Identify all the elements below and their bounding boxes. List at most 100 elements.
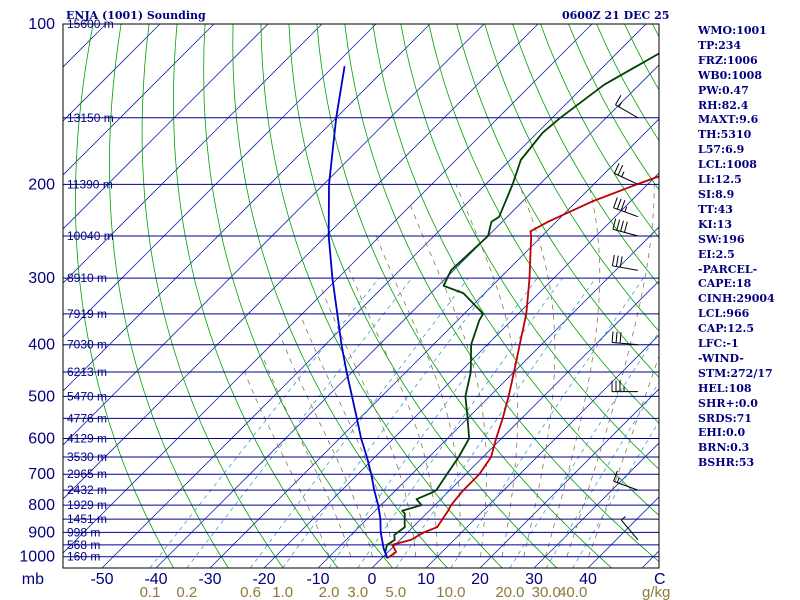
index-label: WMO (698, 24, 733, 37)
temperature-tick-label: 20 (471, 571, 489, 588)
pressure-tick-label: 200 (28, 176, 55, 193)
mixing-ratio-label: 30.0 (532, 584, 561, 600)
moist-adiabat (455, 184, 519, 557)
isotherm (425, 334, 659, 568)
isotherm (371, 280, 659, 568)
index-row: LCL:1008 (698, 158, 757, 172)
index-row: HEL:108 (698, 381, 752, 395)
pressure-tick-label: 800 (28, 497, 55, 514)
isotherm (479, 388, 659, 568)
index-value: 29004 (736, 292, 775, 306)
index-value: 272/17 (730, 366, 773, 380)
index-row: SW:196 (698, 232, 745, 246)
index-value: 43 (717, 202, 733, 216)
mixing-ratio-line (509, 331, 659, 568)
wind-barb (613, 197, 639, 218)
mixing-ratio-label: 0.1 (140, 584, 161, 600)
height-label: 7030 m (67, 338, 107, 352)
index-value: 12.5 (714, 173, 742, 187)
temperature-tick-label: -40 (144, 571, 167, 588)
pressure-tick-label: 300 (28, 270, 55, 287)
index-value: 1006 (727, 53, 758, 67)
pressure-tick-label: 600 (28, 431, 55, 448)
index-label: CINH (698, 292, 733, 306)
index-value: 53 (738, 456, 755, 470)
index-label: CAPE (698, 277, 732, 291)
height-label: 7919 m (67, 307, 107, 321)
dry-adiabat (484, 24, 659, 332)
index-label: -PARCEL- (698, 262, 758, 276)
dry-adiabat (172, 24, 339, 568)
index-value: 966 (726, 307, 750, 321)
index-row: L57:6.9 (698, 143, 745, 157)
index-row: TH:5310 (698, 128, 752, 142)
mixing-ratio-line (282, 277, 497, 568)
index-label: TH (698, 128, 717, 142)
dry-adiabat (316, 24, 612, 568)
dry-adiabat (512, 24, 659, 286)
index-label: TP (698, 38, 715, 52)
wind-barb (613, 470, 639, 491)
index-label: RH (698, 98, 718, 112)
temperature-tick-label: -50 (90, 571, 113, 588)
index-label: SHR+ (698, 396, 735, 410)
pressure-unit: mb (22, 571, 44, 588)
pressure-tick-label: 700 (28, 466, 55, 483)
index-label: SW (698, 232, 718, 246)
isotherm (63, 24, 485, 446)
height-label: 2965 m (67, 467, 107, 481)
index-value: 12.5 (727, 322, 755, 336)
index-value: 234 (718, 38, 742, 52)
index-value: 18 (736, 277, 752, 291)
mixing-ratio-label: 0.6 (240, 584, 261, 600)
pressure-tick-label: 100 (28, 16, 55, 33)
moist-adiabat (278, 332, 373, 557)
mixing-ratio-label: 0.2 (176, 584, 197, 600)
wind-barb (615, 95, 639, 119)
index-label: SRDS (698, 411, 733, 425)
index-value: 108 (728, 381, 752, 395)
moist-adiabat (375, 235, 461, 557)
isotherm (63, 24, 323, 284)
index-label: TT (698, 202, 714, 216)
pressure-tick-label: 500 (28, 388, 55, 405)
index-row: EI:2.5 (698, 247, 735, 261)
isotherm (63, 24, 593, 554)
index-label: BRN (698, 441, 727, 455)
mixing-ratio-label: 3.0 (347, 584, 368, 600)
pressure-tick-label: 900 (28, 524, 55, 541)
dry-adiabat (344, 24, 659, 563)
mixing-ratio-line (149, 277, 380, 568)
moist-adiabat (588, 354, 659, 557)
pressure-tick-label: 400 (28, 337, 55, 354)
index-value: 0.3 (730, 441, 750, 455)
index-value: 1001 (736, 24, 767, 37)
mixing-ratio-line (357, 277, 563, 568)
isotherm (63, 24, 215, 176)
index-row: KI:13 (698, 217, 733, 231)
index-value: 0.47 (721, 83, 749, 97)
grid-lines (63, 24, 659, 568)
index-row: -WIND- (698, 352, 798, 367)
height-label: 10040 m (67, 229, 114, 243)
moist-adiabat (299, 313, 395, 557)
index-value: 1008 (731, 68, 762, 82)
index-label: LI (698, 173, 711, 187)
wind-barb (611, 331, 639, 346)
mixing-ratio-label: 10.0 (436, 584, 465, 600)
index-label: LFC (698, 337, 723, 351)
moist-adiabat (243, 369, 330, 557)
dry-adiabat (260, 24, 503, 568)
index-value: 8.9 (715, 187, 735, 201)
mixing-ratio-unit: g/kg (642, 584, 670, 600)
isotherm (101, 24, 647, 568)
index-row: CAP:12.5 (698, 322, 755, 336)
mixing-ratio-line (545, 381, 659, 568)
index-row: CAPE:18 (698, 277, 752, 291)
index-row: TT:43 (698, 202, 733, 216)
stability-indices-panel: WMO:1001 TP:234 FRZ:1006 WB0:1008 PW:0.47 RH:… (698, 24, 798, 471)
height-label: 998 m (67, 525, 100, 539)
temperature-tick-label: 0 (368, 571, 377, 588)
index-row: LFC:-1 (698, 337, 739, 351)
